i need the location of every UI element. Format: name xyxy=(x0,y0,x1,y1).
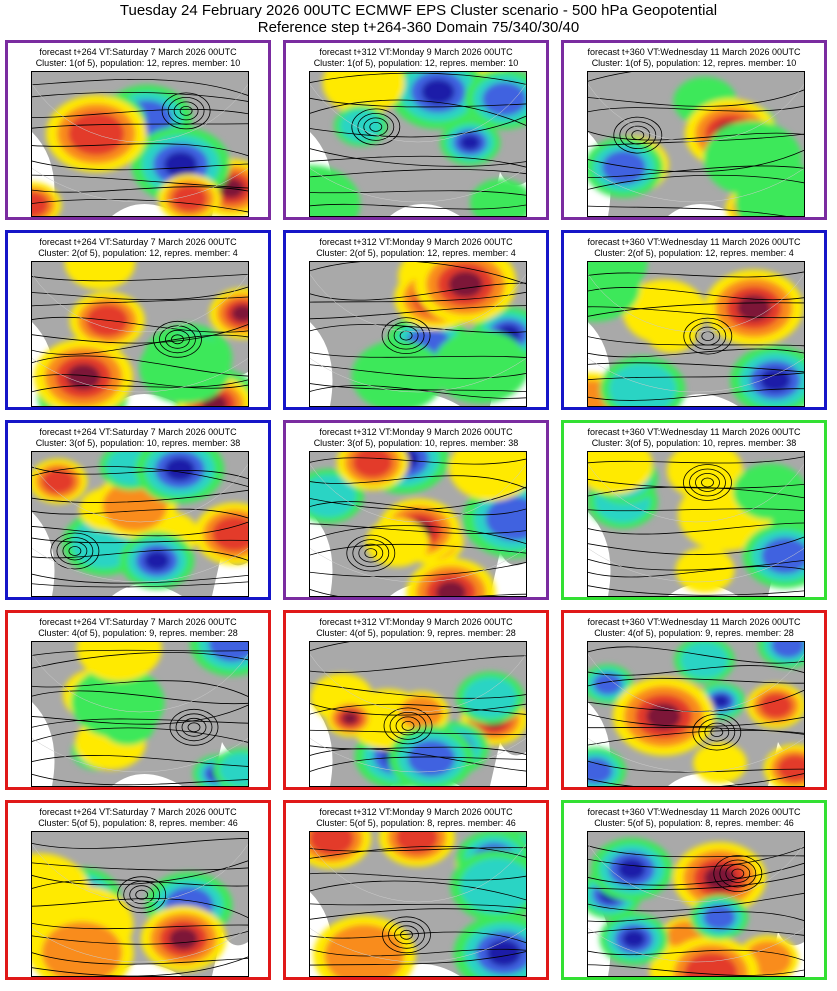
cluster-label: Cluster: 4(of 5), population: 9, repres.… xyxy=(38,628,238,638)
cluster-label: Cluster: 5(of 5), population: 8, repres.… xyxy=(594,818,794,828)
geopotential-map xyxy=(309,641,527,787)
cluster-panel: forecast t+360 VT:Wednesday 11 March 202… xyxy=(561,420,827,600)
cluster-label: Cluster: 3(of 5), population: 10, repres… xyxy=(35,438,241,448)
forecast-label: forecast t+312 VT:Monday 9 March 2026 00… xyxy=(319,237,513,247)
forecast-label: forecast t+264 VT:Saturday 7 March 2026 … xyxy=(39,807,237,817)
forecast-label: forecast t+312 VT:Monday 9 March 2026 00… xyxy=(319,807,513,817)
cluster-panel: forecast t+264 VT:Saturday 7 March 2026 … xyxy=(5,230,271,410)
forecast-label: forecast t+264 VT:Saturday 7 March 2026 … xyxy=(39,427,237,437)
cluster-label: Cluster: 3(of 5), population: 10, repres… xyxy=(591,438,797,448)
forecast-label: forecast t+264 VT:Saturday 7 March 2026 … xyxy=(39,617,237,627)
cluster-label: Cluster: 2(of 5), population: 12, repres… xyxy=(316,248,516,258)
cluster-label: Cluster: 3(of 5), population: 10, repres… xyxy=(313,438,519,448)
cluster-label: Cluster: 1(of 5), population: 12, repres… xyxy=(35,58,241,68)
cluster-label: Cluster: 1(of 5), population: 12, repres… xyxy=(313,58,519,68)
cluster-panel: forecast t+312 VT:Monday 9 March 2026 00… xyxy=(283,610,549,790)
geopotential-map xyxy=(587,831,805,977)
page-title: Tuesday 24 February 2026 00UTC ECMWF EPS… xyxy=(119,2,718,19)
cluster-panel: forecast t+264 VT:Saturday 7 March 2026 … xyxy=(5,800,271,980)
page-subtitle: Reference step t+264-360 Domain 75/340/3… xyxy=(257,19,580,36)
cluster-panel: forecast t+360 VT:Wednesday 11 March 202… xyxy=(561,610,827,790)
forecast-label: forecast t+312 VT:Monday 9 March 2026 00… xyxy=(319,427,513,437)
cluster-panel: forecast t+312 VT:Monday 9 March 2026 00… xyxy=(283,800,549,980)
cluster-panel: forecast t+312 VT:Monday 9 March 2026 00… xyxy=(283,420,549,600)
cluster-panel: forecast t+360 VT:Wednesday 11 March 202… xyxy=(561,40,827,220)
cluster-panel: forecast t+360 VT:Wednesday 11 March 202… xyxy=(561,230,827,410)
cluster-label: Cluster: 2(of 5), population: 12, repres… xyxy=(38,248,238,258)
forecast-label: forecast t+360 VT:Wednesday 11 March 202… xyxy=(587,617,801,627)
cluster-label: Cluster: 4(of 5), population: 9, repres.… xyxy=(594,628,794,638)
forecast-label: forecast t+264 VT:Saturday 7 March 2026 … xyxy=(39,47,237,57)
cluster-panel: forecast t+312 VT:Monday 9 March 2026 00… xyxy=(283,230,549,410)
forecast-label: forecast t+312 VT:Monday 9 March 2026 00… xyxy=(319,617,513,627)
forecast-label: forecast t+264 VT:Saturday 7 March 2026 … xyxy=(39,237,237,247)
geopotential-map xyxy=(31,261,249,407)
geopotential-map xyxy=(309,451,527,597)
cluster-label: Cluster: 5(of 5), population: 8, repres.… xyxy=(38,818,238,828)
geopotential-map xyxy=(587,71,805,217)
geopotential-map xyxy=(309,71,527,217)
forecast-label: forecast t+360 VT:Wednesday 11 March 202… xyxy=(587,807,801,817)
forecast-label: forecast t+360 VT:Wednesday 11 March 202… xyxy=(587,237,801,247)
cluster-panel: forecast t+264 VT:Saturday 7 March 2026 … xyxy=(5,40,271,220)
geopotential-map xyxy=(587,451,805,597)
cluster-panel: forecast t+264 VT:Saturday 7 March 2026 … xyxy=(5,610,271,790)
cluster-panel: forecast t+312 VT:Monday 9 March 2026 00… xyxy=(283,40,549,220)
geopotential-map xyxy=(587,261,805,407)
forecast-label: forecast t+312 VT:Monday 9 March 2026 00… xyxy=(319,47,513,57)
cluster-label: Cluster: 1(of 5), population: 12, repres… xyxy=(591,58,797,68)
forecast-label: forecast t+360 VT:Wednesday 11 March 202… xyxy=(587,47,801,57)
geopotential-map xyxy=(587,641,805,787)
geopotential-map xyxy=(309,831,527,977)
geopotential-map xyxy=(31,451,249,597)
cluster-label: Cluster: 5(of 5), population: 8, repres.… xyxy=(316,818,516,828)
cluster-panel: forecast t+264 VT:Saturday 7 March 2026 … xyxy=(5,420,271,600)
geopotential-map xyxy=(309,261,527,407)
cluster-panel: forecast t+360 VT:Wednesday 11 March 202… xyxy=(561,800,827,980)
forecast-label: forecast t+360 VT:Wednesday 11 March 202… xyxy=(587,427,801,437)
cluster-label: Cluster: 2(of 5), population: 12, repres… xyxy=(594,248,794,258)
geopotential-map xyxy=(31,71,249,217)
cluster-label: Cluster: 4(of 5), population: 9, repres.… xyxy=(316,628,516,638)
geopotential-map xyxy=(31,831,249,977)
geopotential-map xyxy=(31,641,249,787)
